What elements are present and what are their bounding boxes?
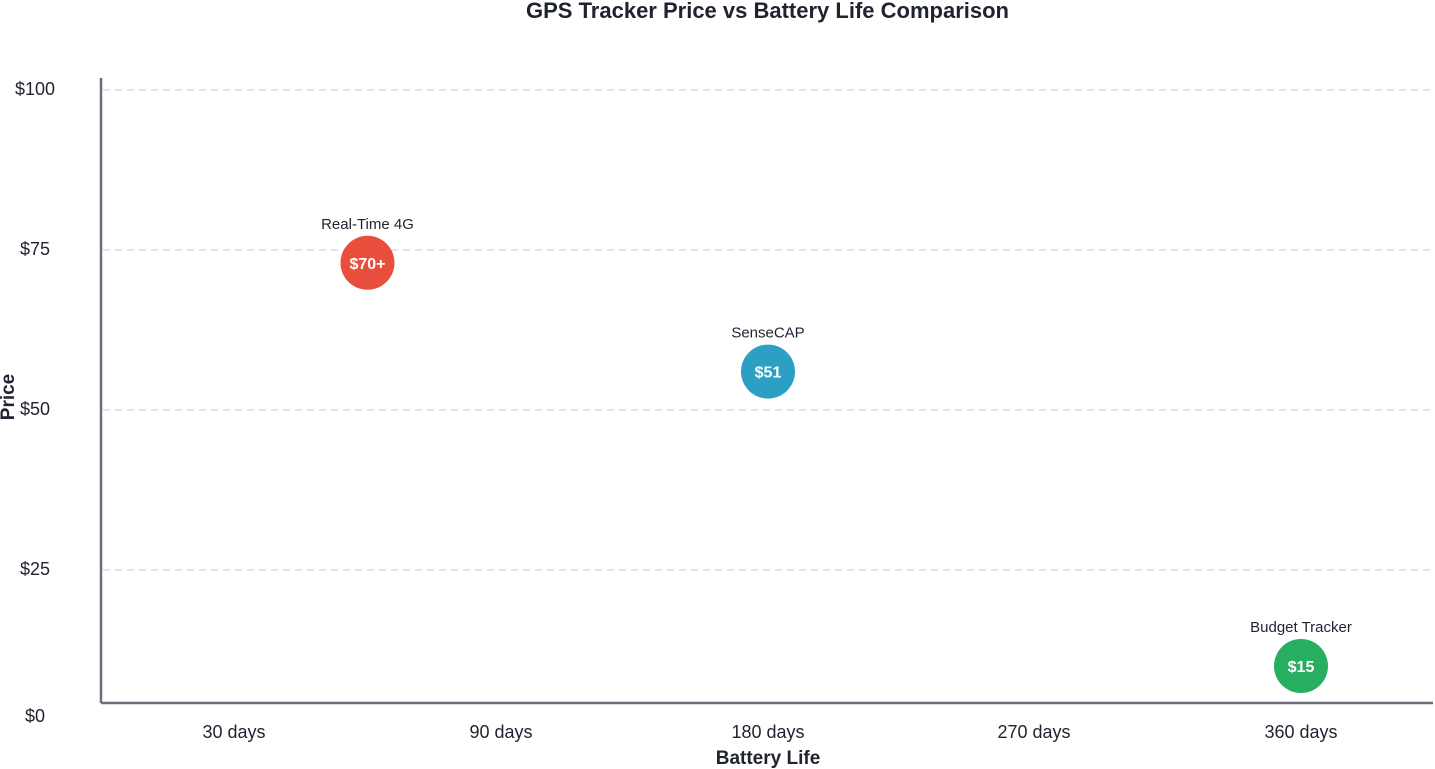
point-value-label: $15	[1288, 659, 1315, 676]
data-point: $70+ Real-Time 4G	[321, 216, 414, 290]
x-tick-labels: 30 days 90 days 180 days 270 days 360 days	[202, 722, 1337, 742]
chart-title: GPS Tracker Price vs Battery Life Compar…	[526, 0, 1009, 23]
point-marker	[741, 344, 795, 399]
x-tick-label: 90 days	[469, 722, 532, 742]
point-value-label: $70+	[349, 256, 385, 273]
axes	[99, 78, 1433, 705]
x-axis-label: Battery Life	[716, 748, 821, 769]
y-tick-label: $25	[20, 559, 50, 579]
data-point: $15 Budget Tracker	[1250, 619, 1352, 693]
point-value-label: $51	[755, 365, 782, 382]
point-name-label: SenseCAP	[731, 325, 804, 342]
y-tick-label: $50	[20, 399, 50, 419]
x-tick-label: 360 days	[1264, 722, 1337, 742]
data-points: $70+ Real-Time 4G $51 SenseCAP $15 Budget Tra…	[321, 216, 1352, 693]
y-tick-labels: $0 $25 $50 $75 $100	[15, 79, 55, 726]
point-marker	[340, 235, 395, 290]
point-name-label: Real-Time 4G	[321, 216, 414, 233]
y-tick-label: $0	[25, 706, 45, 726]
point-marker	[1274, 639, 1328, 693]
y-tick-label: $75	[20, 239, 50, 259]
grid-lines	[103, 89, 1430, 571]
x-tick-label: 180 days	[731, 722, 804, 742]
point-name-label: Budget Tracker	[1250, 619, 1352, 636]
x-tick-label: 30 days	[202, 722, 265, 742]
data-point: $51 SenseCAP	[731, 325, 805, 399]
y-axis-label: Price	[0, 374, 19, 420]
y-tick-label: $100	[15, 79, 55, 99]
x-tick-label: 270 days	[997, 722, 1070, 742]
